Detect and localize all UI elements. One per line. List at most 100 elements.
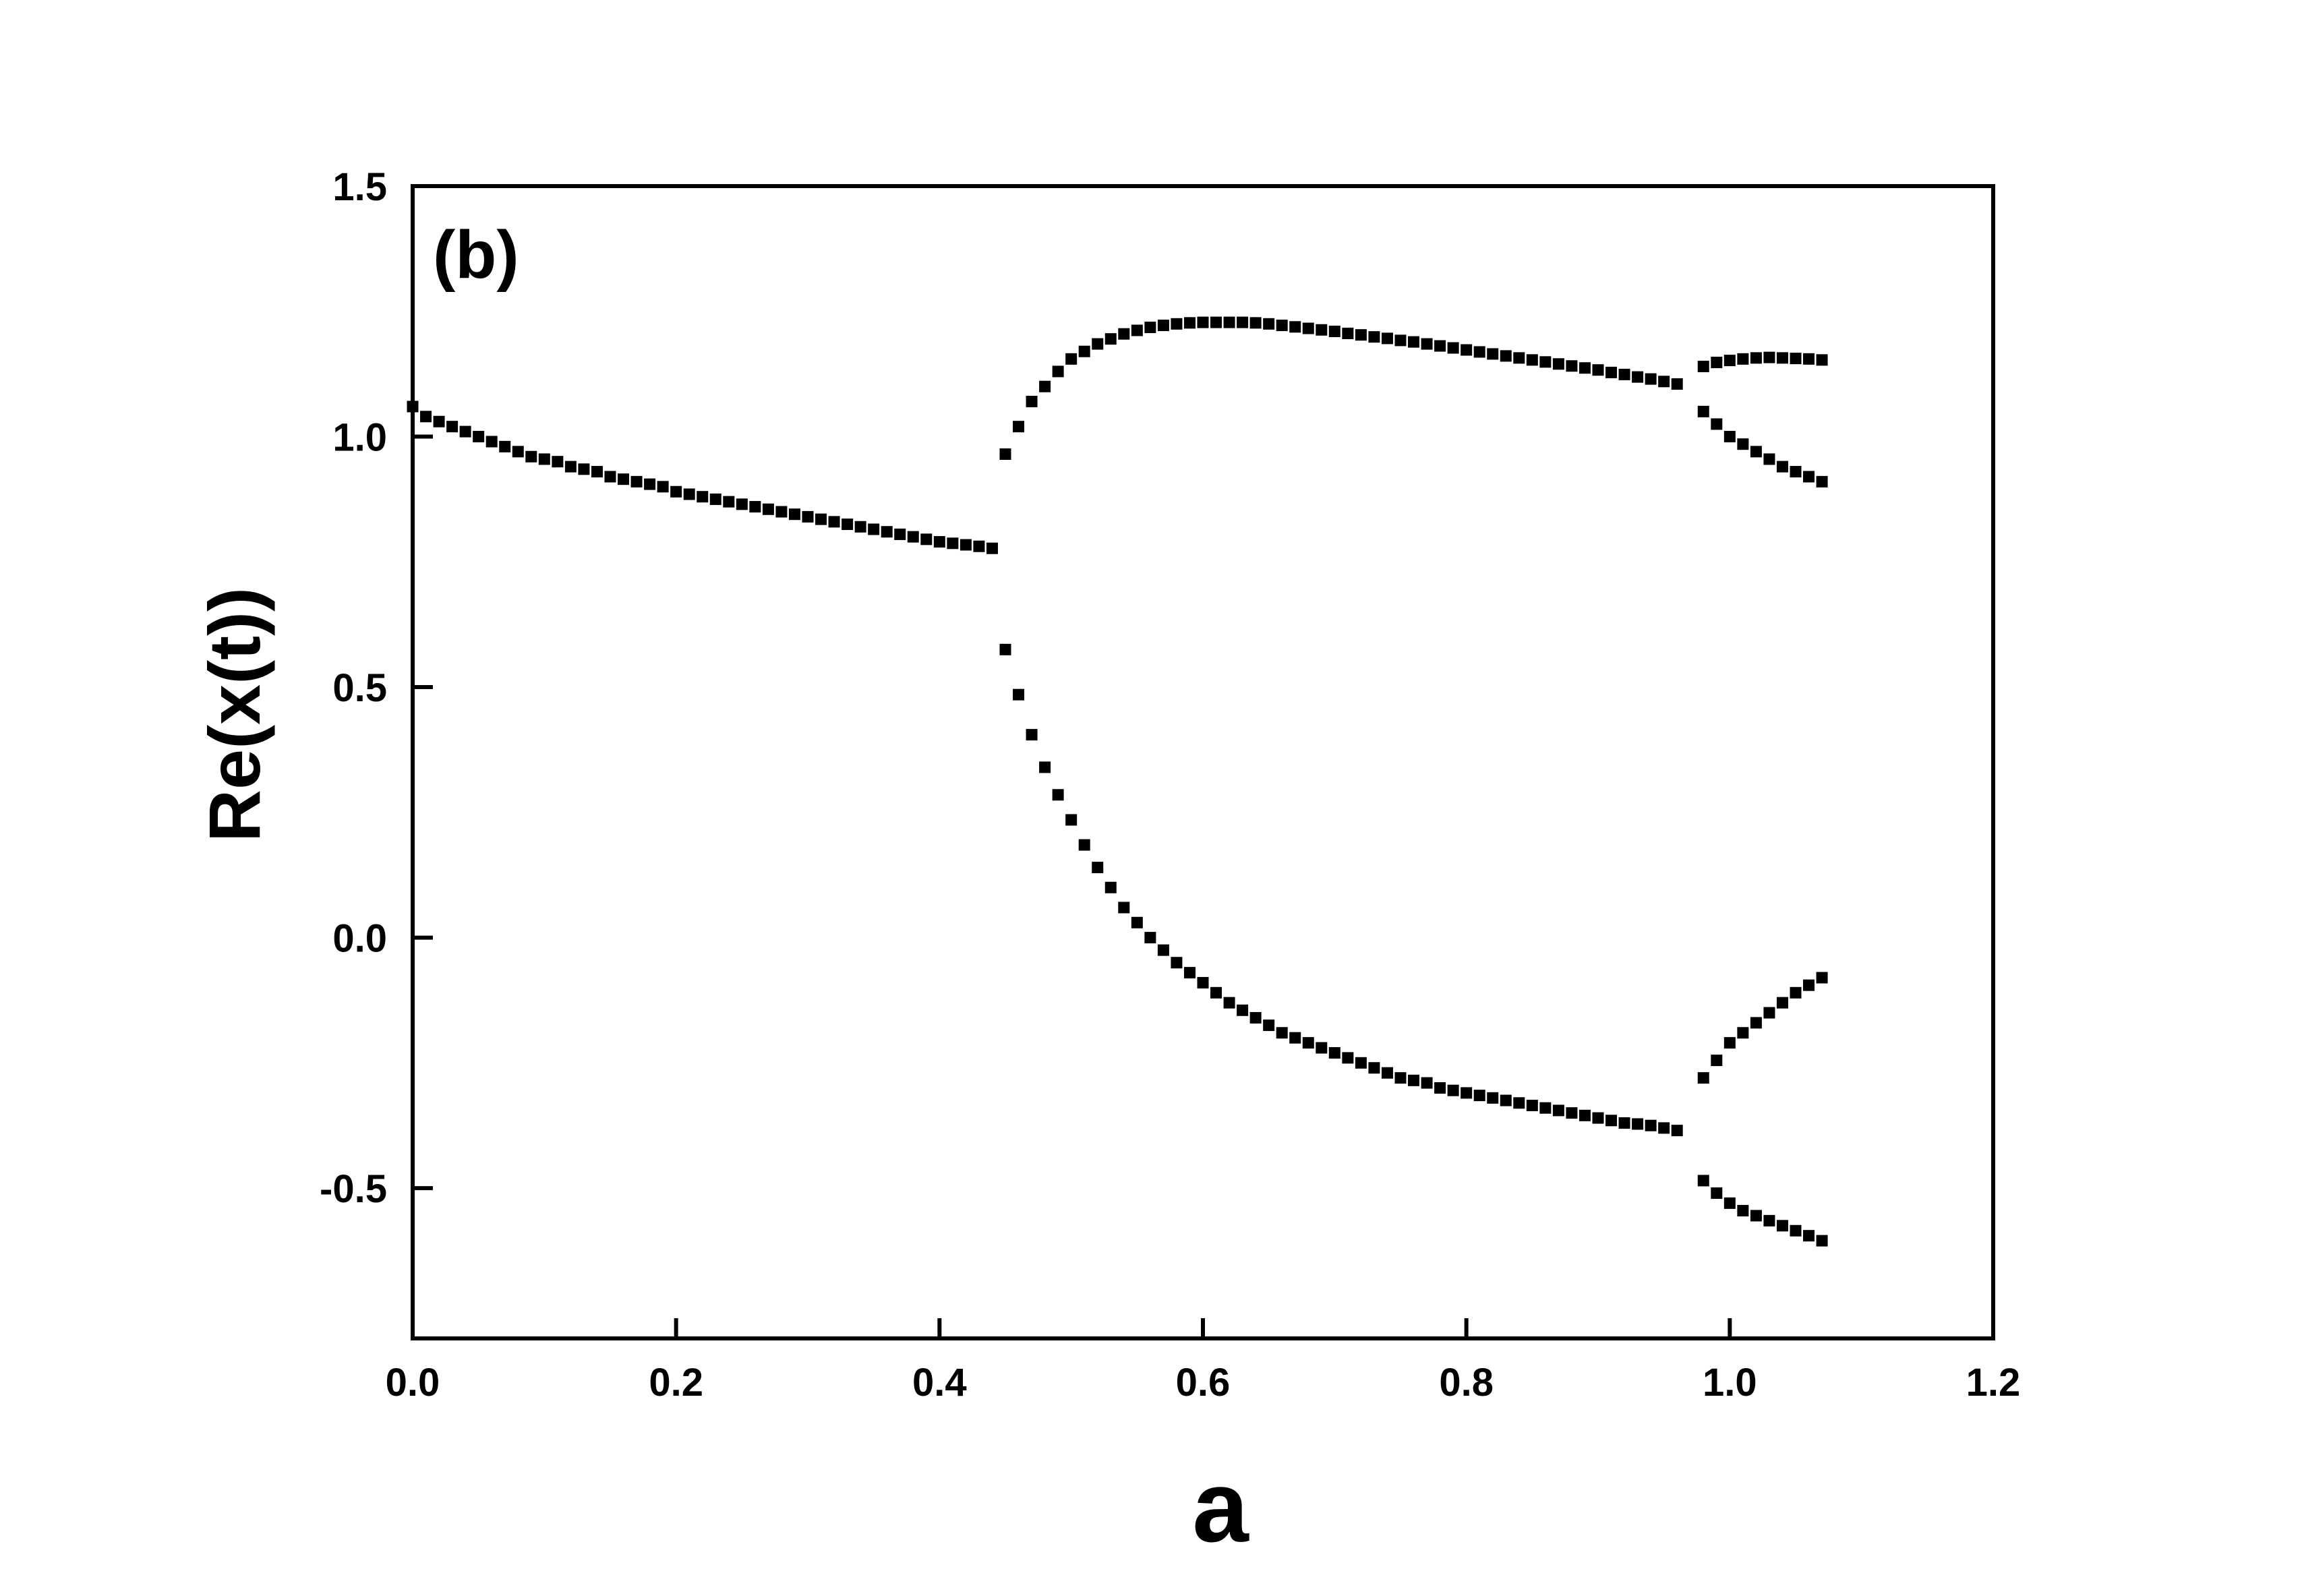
data-point-series-2 [1078, 345, 1090, 357]
data-point-series-3 [1526, 1099, 1538, 1111]
data-point-series-5 [1737, 438, 1749, 450]
data-point-series-2 [1052, 365, 1064, 378]
data-point-series-2 [1118, 328, 1130, 340]
data-point-series-3 [1513, 1097, 1525, 1109]
data-point-series-3 [1302, 1037, 1314, 1049]
data-point-series-1 [828, 516, 840, 528]
data-point-series-7 [1697, 1175, 1709, 1187]
data-point-series-7 [1816, 1235, 1828, 1247]
data-point-series-1 [947, 537, 959, 550]
data-point-series-3 [1078, 839, 1090, 851]
data-point-series-5 [1723, 431, 1736, 443]
data-points [407, 316, 1828, 1247]
data-point-series-1 [881, 526, 893, 538]
data-point-series-1 [657, 481, 669, 493]
data-point-series-1 [868, 523, 880, 535]
data-point-series-1 [933, 536, 945, 548]
data-point-series-1 [788, 508, 800, 521]
data-point-series-2 [1157, 320, 1169, 332]
data-point-series-2 [999, 448, 1011, 461]
data-point-series-2 [1526, 354, 1538, 366]
y-tick-label: 1.0 [332, 416, 387, 460]
data-point-series-1 [960, 539, 972, 551]
data-point-series-2 [1434, 340, 1446, 352]
data-point-series-6 [1763, 1007, 1775, 1019]
x-tick-label: 0.2 [649, 1361, 703, 1405]
data-point-series-7 [1790, 1224, 1802, 1237]
y-tick-label: 0.0 [332, 917, 387, 961]
x-tick-label: 1.2 [1966, 1361, 2021, 1405]
data-point-series-4 [1697, 360, 1709, 372]
data-point-series-2 [1447, 342, 1459, 354]
data-point-series-2 [1263, 318, 1275, 330]
data-point-series-1 [499, 440, 511, 452]
data-point-series-3 [1539, 1102, 1552, 1114]
data-point-series-6 [1697, 1072, 1709, 1084]
data-point-series-5 [1803, 471, 1815, 483]
data-point-series-2 [1461, 344, 1473, 356]
data-point-series-3 [1579, 1109, 1591, 1121]
data-point-series-2 [1039, 380, 1051, 392]
data-point-series-3 [1171, 957, 1183, 969]
data-point-series-3 [999, 643, 1011, 655]
data-point-series-3 [1381, 1067, 1393, 1079]
data-point-series-2 [1408, 336, 1420, 348]
data-point-series-4 [1763, 351, 1775, 363]
data-point-series-3 [1618, 1117, 1630, 1129]
data-point-series-3 [1566, 1107, 1578, 1119]
data-point-series-3 [1118, 902, 1130, 914]
data-point-series-2 [1539, 356, 1552, 368]
data-point-series-1 [709, 493, 721, 505]
data-point-series-3 [1500, 1094, 1512, 1106]
data-point-series-4 [1790, 353, 1802, 365]
data-point-series-3 [1013, 688, 1025, 701]
x-tick-label: 0.8 [1439, 1361, 1494, 1405]
data-point-series-3 [1394, 1072, 1407, 1084]
data-point-series-3 [1289, 1032, 1301, 1044]
data-point-series-6 [1776, 997, 1788, 1009]
data-point-series-6 [1816, 972, 1828, 984]
data-point-series-2 [1671, 378, 1683, 390]
data-point-series-4 [1750, 352, 1762, 364]
data-point-series-3 [1104, 881, 1117, 893]
data-point-series-4 [1776, 352, 1788, 364]
data-point-series-2 [1092, 338, 1104, 350]
data-point-series-1 [815, 513, 827, 525]
data-point-series-6 [1750, 1017, 1762, 1029]
data-point-series-4 [1816, 354, 1828, 366]
data-point-series-2 [1249, 317, 1262, 329]
data-point-series-5 [1697, 405, 1709, 417]
data-point-series-3 [1447, 1084, 1459, 1096]
data-point-series-6 [1737, 1027, 1749, 1039]
data-point-series-3 [1605, 1115, 1618, 1127]
data-point-series-1 [973, 540, 985, 552]
data-point-series-2 [1513, 352, 1525, 364]
data-point-series-1 [512, 446, 524, 458]
data-point-series-1 [618, 473, 630, 485]
data-point-series-1 [552, 456, 564, 468]
data-point-series-3 [1065, 814, 1078, 826]
data-point-series-2 [1316, 324, 1328, 336]
data-point-series-5 [1750, 446, 1762, 458]
data-point-series-1 [644, 478, 656, 490]
data-point-series-1 [473, 431, 485, 443]
data-point-series-7 [1737, 1205, 1749, 1217]
data-point-series-4 [1803, 353, 1815, 365]
data-point-series-1 [485, 436, 498, 448]
data-point-series-3 [1632, 1118, 1644, 1130]
data-point-series-7 [1763, 1214, 1775, 1226]
x-tick-label: 0.4 [912, 1361, 967, 1405]
data-point-series-3 [1461, 1087, 1473, 1099]
data-point-series-3 [1342, 1052, 1354, 1064]
data-point-series-1 [591, 466, 603, 478]
data-point-series-2 [1552, 358, 1564, 370]
y-tick-label: -0.5 [320, 1167, 387, 1211]
data-point-series-2 [1473, 346, 1485, 358]
data-point-series-2 [1223, 316, 1235, 328]
data-point-series-2 [1566, 360, 1578, 372]
data-point-series-3 [1487, 1092, 1499, 1104]
data-point-series-7 [1711, 1187, 1723, 1200]
data-point-series-5 [1816, 475, 1828, 487]
data-point-series-1 [564, 461, 577, 473]
data-point-series-3 [1157, 944, 1169, 956]
